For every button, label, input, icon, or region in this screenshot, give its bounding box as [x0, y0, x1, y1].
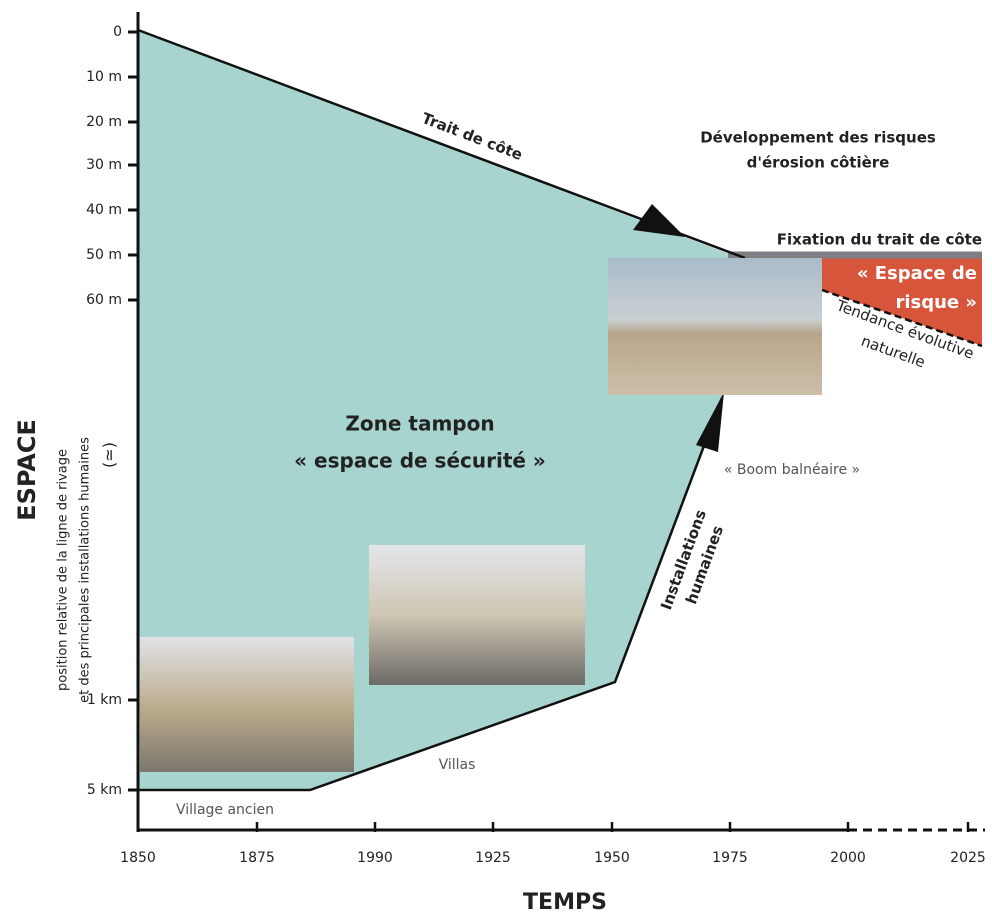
x-axis-title: TEMPS	[523, 890, 607, 915]
photo-villa	[369, 545, 585, 685]
y-tick-label: 50 m	[86, 247, 122, 263]
y-tick-label: 60 m	[86, 292, 122, 308]
y-tick-label: 1 km	[87, 692, 122, 708]
arrowhead	[696, 392, 724, 452]
arrowhead	[633, 204, 685, 237]
x-tick-label: 1850	[120, 850, 156, 866]
natural-trend-line	[821, 288, 983, 348]
y-axis-subtitle: position relative de la ligne de rivage	[56, 449, 71, 691]
fixation-label: Fixation du trait de côte	[777, 231, 982, 249]
installations-line	[138, 397, 724, 792]
risk-area	[822, 258, 982, 346]
x-tick-label: 1990	[357, 850, 393, 866]
y-tick-label: 30 m	[86, 157, 122, 173]
y-tick-label: 5 km	[87, 782, 122, 798]
y-axis-symbol: (≃)	[100, 442, 119, 468]
y-axis-title: ESPACE	[13, 419, 41, 521]
photo-beach	[608, 258, 822, 395]
x-tick-label: 2000	[830, 850, 866, 866]
boom-label: « Boom balnéaire »	[724, 462, 860, 478]
x-tick-label: 2025	[950, 850, 986, 866]
y-axis-subtitle: et des principales installations humaine…	[78, 437, 93, 703]
buffer-label: « espace de sécurité »	[294, 449, 546, 473]
villas-label: Villas	[439, 757, 476, 773]
x-tick-label: 1975	[712, 850, 748, 866]
buffer-label: Zone tampon	[345, 412, 494, 436]
photo-village	[140, 637, 354, 772]
y-tick-label: 10 m	[86, 69, 122, 85]
risk-label: Développement des risques	[700, 129, 936, 147]
x-tick-label: 1875	[239, 850, 275, 866]
buffer-zone-area	[138, 30, 740, 790]
y-tick-label: 20 m	[86, 114, 122, 130]
y-tick-label: 0	[113, 24, 122, 40]
y-tick-label: 40 m	[86, 202, 122, 218]
risk-space-label: risque »	[895, 292, 977, 313]
risk-space-label: « Espace de	[857, 263, 977, 284]
risk-label: d'érosion côtière	[747, 154, 890, 172]
x-tick-label: 1950	[594, 850, 630, 866]
village-label: Village ancien	[176, 802, 274, 818]
x-tick-label: 1925	[475, 850, 511, 866]
